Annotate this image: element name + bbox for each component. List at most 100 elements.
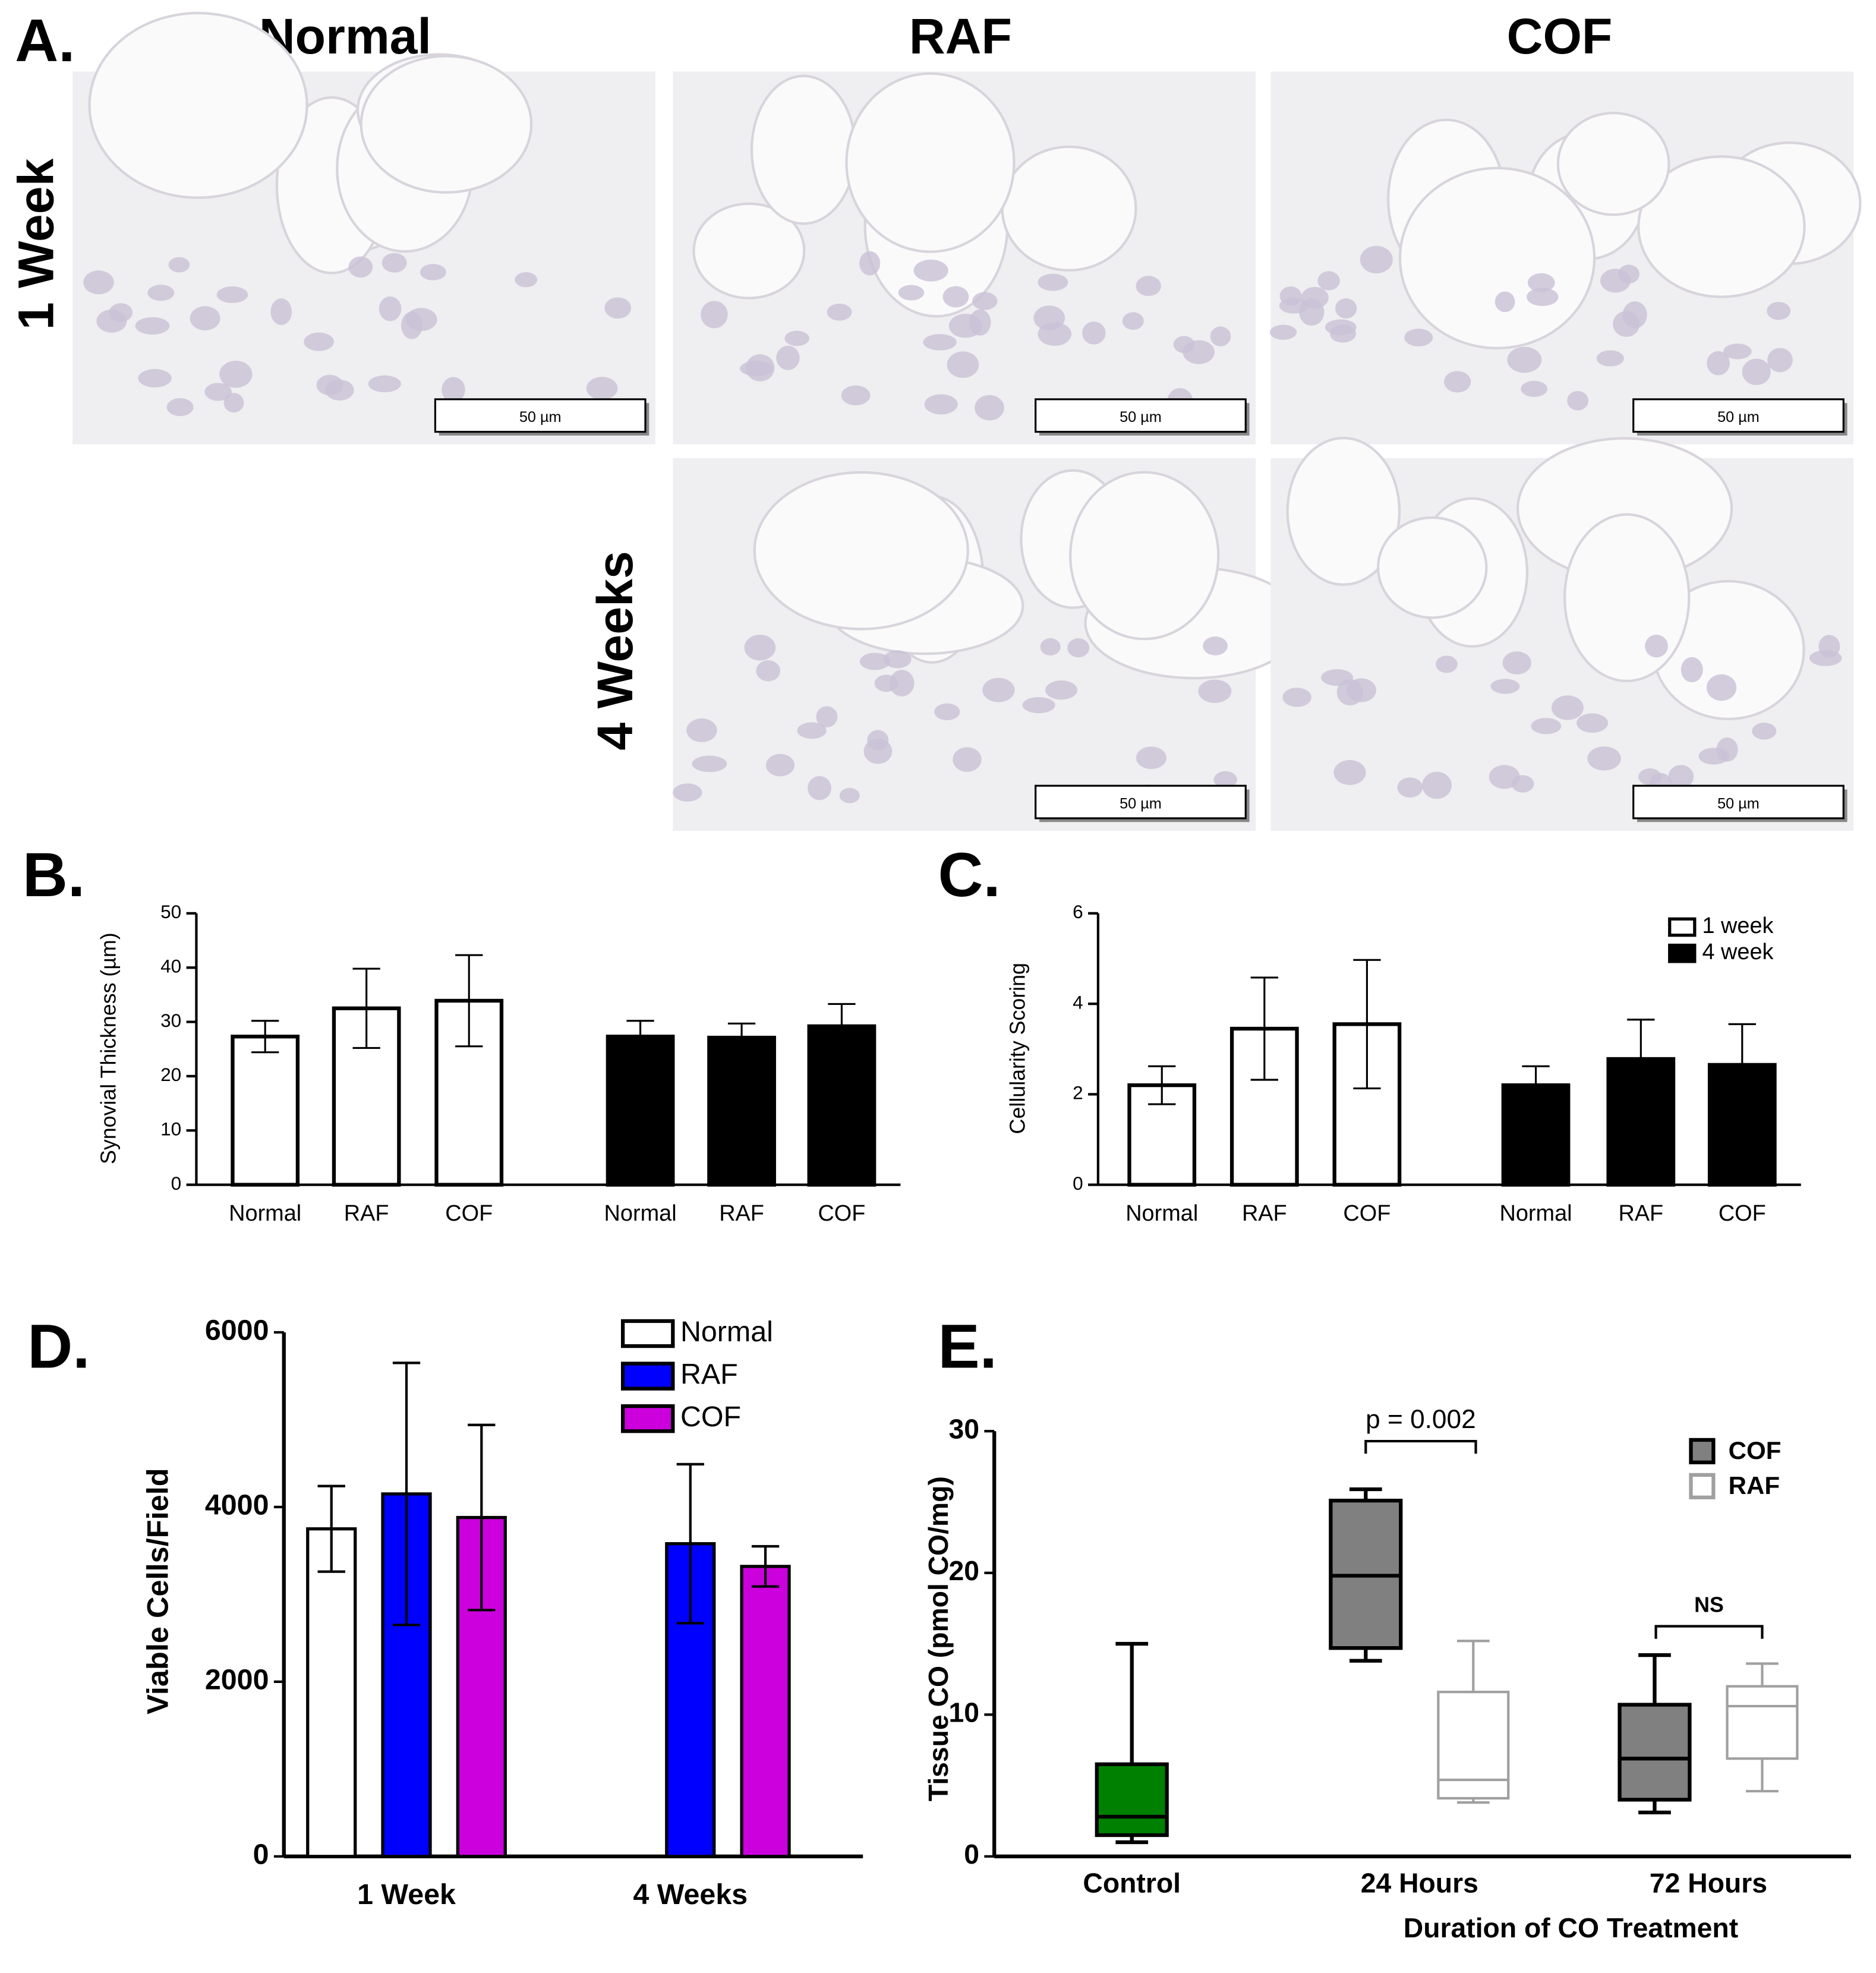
fat-cell (88, 11, 308, 199)
nucleus (1552, 695, 1584, 720)
nucleus (1767, 348, 1793, 373)
y-tick-label: 30 (160, 1010, 181, 1031)
legend-swatch (1689, 1473, 1716, 1499)
y-tick-label: 6000 (205, 1315, 269, 1347)
scale-bar (1632, 784, 1845, 820)
nucleus (934, 703, 960, 721)
y-tick-label: 0 (253, 1839, 269, 1871)
nucleus (841, 385, 871, 406)
nucleus (270, 298, 292, 325)
legend-swatch (1689, 1438, 1716, 1464)
bar (306, 1527, 357, 1858)
nucleus (1282, 688, 1311, 707)
nucleus (1397, 777, 1423, 798)
nucleus (1198, 679, 1232, 703)
scale-bar (1632, 398, 1845, 433)
nucleus (442, 377, 465, 403)
nucleus (972, 292, 998, 310)
box (1726, 1685, 1799, 1760)
y-axis-label: Viable Cells/Field (141, 1468, 175, 1714)
row-title: 1 Week (8, 158, 64, 330)
legend-label: RAF (680, 1358, 738, 1390)
nucleus (1507, 346, 1542, 373)
bracket (1654, 1625, 1764, 1639)
nucleus (982, 677, 1015, 702)
fat-cell (1398, 166, 1596, 349)
nucleus (863, 739, 893, 764)
nucleus (947, 351, 979, 378)
nucleus (1317, 271, 1340, 291)
nucleus (1022, 696, 1055, 714)
y-tick-label: 6 (1073, 901, 1083, 922)
fat-cell (1069, 471, 1220, 641)
bar (740, 1565, 791, 1858)
y-tick-label: 10 (160, 1118, 181, 1140)
nucleus (204, 383, 232, 401)
scale-bar-label: 50 µm (1717, 795, 1760, 812)
nucleus (1360, 245, 1393, 273)
scale-bar (1035, 398, 1247, 433)
nucleus (135, 317, 170, 335)
y-tick-label: 50 (160, 901, 181, 922)
nucleus (325, 379, 354, 401)
nucleus (1333, 759, 1366, 785)
x-tick-label: 24 Hours (1361, 1867, 1478, 1898)
fat-cell (845, 72, 1016, 253)
nucleus (1587, 746, 1621, 771)
panel-label: D. (27, 1312, 90, 1381)
x-tick-label: 4 Weeks (633, 1879, 748, 1911)
x-tick-label: Normal (604, 1201, 677, 1226)
nucleus (797, 722, 827, 739)
nucleus (1347, 678, 1376, 702)
nucleus (381, 253, 407, 273)
nucleus (1136, 276, 1161, 297)
nucleus (1443, 371, 1471, 393)
nucleus (1045, 680, 1077, 700)
nucleus (401, 311, 423, 339)
fat-cell (692, 202, 806, 300)
nucleus (1269, 324, 1297, 340)
nucleus (1136, 746, 1166, 770)
scale-bar (1035, 784, 1247, 820)
y-tick-label: 0 (964, 1839, 979, 1870)
fat-cell (1286, 437, 1401, 586)
x-tick-label: COF (818, 1201, 865, 1226)
box (1095, 1762, 1169, 1838)
nucleus (1600, 269, 1631, 293)
x-tick-label: RAF (719, 1201, 764, 1226)
nucleus (1680, 657, 1703, 683)
nucleus (1723, 343, 1752, 360)
nucleus (1742, 358, 1771, 386)
nucleus (942, 286, 969, 308)
x-axis-label: Duration of CO Treatment (1404, 1912, 1738, 1943)
y-tick-label: 20 (948, 1555, 979, 1586)
nucleus (420, 264, 446, 280)
bar (434, 998, 504, 1187)
nucleus (1531, 718, 1562, 735)
legend-label: COF (1729, 1436, 1782, 1464)
nucleus (1301, 286, 1329, 309)
box (1437, 1690, 1510, 1800)
nucleus (168, 257, 190, 273)
nucleus (744, 634, 776, 661)
nucleus (368, 375, 401, 393)
x-tick-label: Normal (229, 1201, 301, 1226)
legend-label: Normal (680, 1316, 773, 1348)
nucleus (948, 314, 982, 338)
y-axis-label: Synovial Thickness (µm) (97, 932, 121, 1164)
y-tick-label: 4000 (205, 1489, 269, 1521)
nucleus (1613, 311, 1640, 337)
nucleus (1495, 291, 1515, 313)
y-tick-label: 2000 (205, 1664, 269, 1696)
bracket (1364, 1439, 1477, 1454)
x-tick-label: COF (1343, 1201, 1391, 1226)
nucleus (1527, 273, 1555, 292)
nucleus (1213, 771, 1237, 789)
y-tick-label: 0 (1073, 1173, 1083, 1194)
annotation: NS (1694, 1593, 1724, 1616)
y-tick-label: 40 (160, 956, 181, 977)
nucleus (1596, 350, 1624, 367)
nucleus (1767, 301, 1791, 320)
nucleus (808, 776, 831, 800)
nucleus (756, 660, 781, 682)
